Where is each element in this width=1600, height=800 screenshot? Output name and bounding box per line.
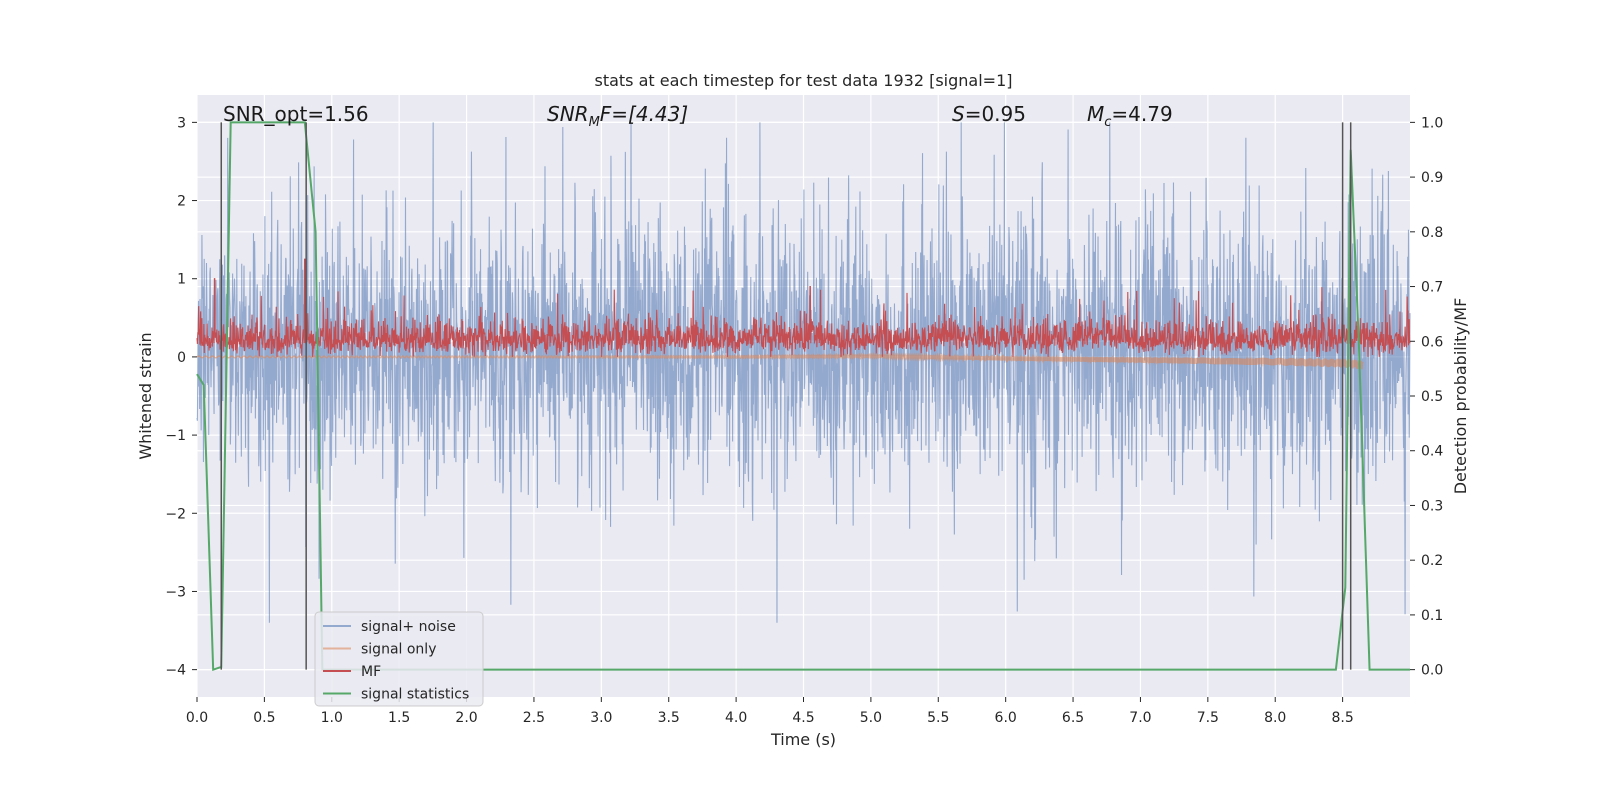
legend-box (314, 611, 484, 707)
y-right-tick-label: 0.7 (1421, 280, 1443, 296)
y-right-tick-label: 0.6 (1421, 334, 1443, 350)
annotation-snr-mf-sub: M (589, 115, 600, 130)
y-tick-label: −3 (165, 584, 186, 600)
vertical-markers (220, 122, 1352, 670)
y-right-tick-label: 0.9 (1421, 170, 1443, 186)
x-tick-label: 8.0 (1264, 710, 1286, 726)
x-tick-label: 3.5 (658, 710, 680, 726)
x-tick-label: 4.0 (725, 710, 747, 726)
annotation-mc: Mc=4.79 (1087, 102, 1173, 130)
y-right-tick-label: 0.1 (1421, 608, 1443, 624)
y-axis-right-label: Detection probability/MF (1451, 298, 1470, 495)
y-right-tick-label: 0.0 (1421, 663, 1443, 679)
legend-entry-label: signal statistics (361, 687, 469, 703)
x-tick-label: 2.0 (455, 710, 477, 726)
y-right-tick-label: 0.4 (1421, 444, 1443, 460)
x-tick-label: 0.5 (253, 710, 275, 726)
x-tick-label: 0.0 (186, 710, 208, 726)
x-tick-label: 3.0 (590, 710, 612, 726)
series-line-signal-only (196, 352, 1364, 370)
y-tick-label: −2 (165, 506, 186, 522)
x-tick-label: 5.5 (927, 710, 949, 726)
x-tick-label: 2.5 (523, 710, 545, 726)
y-axis-label: Whitened strain (136, 332, 155, 459)
annotation-snr-opt: SNR_opt=1.56 (223, 102, 369, 126)
annotation-s-var: S (952, 102, 965, 126)
chart-title: stats at each timestep for test data 193… (594, 71, 1012, 90)
axes: 0.0 0.5 1.0 1.5 2.0 2.5 3.0 3.5 4.0 4.5 5.0 5.5 6.0 6… (165, 115, 1443, 726)
y-right-tick-label: 0.5 (1421, 389, 1443, 405)
annotation-s: S=0.95 (952, 102, 1026, 126)
x-tick-label: 1.5 (388, 710, 410, 726)
legend-entry-label: MF (361, 664, 381, 680)
legend: signal+ noise signal only MF signal statist… (314, 611, 484, 707)
annotation-snr-mf: SNRMF=[4.43] (547, 102, 688, 130)
x-axis-label: Time (s) (770, 730, 836, 749)
series-line-mf (196, 258, 1411, 357)
x-tick-label: 6.5 (1062, 710, 1084, 726)
x-tick-label: 5.0 (860, 710, 882, 726)
x-tick-label: 1.0 (321, 710, 343, 726)
annotation-mc-val: =4.79 (1111, 102, 1172, 126)
x-tick-label: 6.0 (995, 710, 1017, 726)
legend-entry-label: signal only (361, 642, 436, 658)
x-tick-label: 7.0 (1129, 710, 1151, 726)
annotation-s-val: =0.95 (965, 102, 1026, 126)
annotation-mc-sub: c (1104, 115, 1111, 130)
y-right-tick-label: 0.2 (1421, 553, 1443, 569)
annotation-snr-mf-base: SNR (547, 102, 589, 126)
x-tick-label: 4.5 (792, 710, 814, 726)
annotation-snr-mf-rest: F=[4.43] (600, 102, 688, 126)
y-tick-label: 0 (177, 350, 186, 366)
legend-entry-label: signal+ noise (361, 619, 456, 635)
y-tick-label: 1 (177, 272, 186, 288)
plot-area (196, 95, 1411, 697)
annotation-mc-var: M (1087, 102, 1104, 126)
y-tick-label: −1 (165, 428, 186, 444)
y-right-tick-label: 0.3 (1421, 498, 1443, 514)
y-tick-label: −4 (165, 663, 186, 679)
series-line-signal-noise (196, 122, 1411, 623)
y-right-tick-label: 0.8 (1421, 225, 1443, 241)
x-tick-label: 8.5 (1331, 710, 1353, 726)
y-right-tick-label: 1.0 (1421, 115, 1443, 131)
y-tick-label: 3 (177, 115, 186, 131)
y-tick-label: 2 (177, 194, 186, 210)
x-tick-label: 7.5 (1197, 710, 1219, 726)
